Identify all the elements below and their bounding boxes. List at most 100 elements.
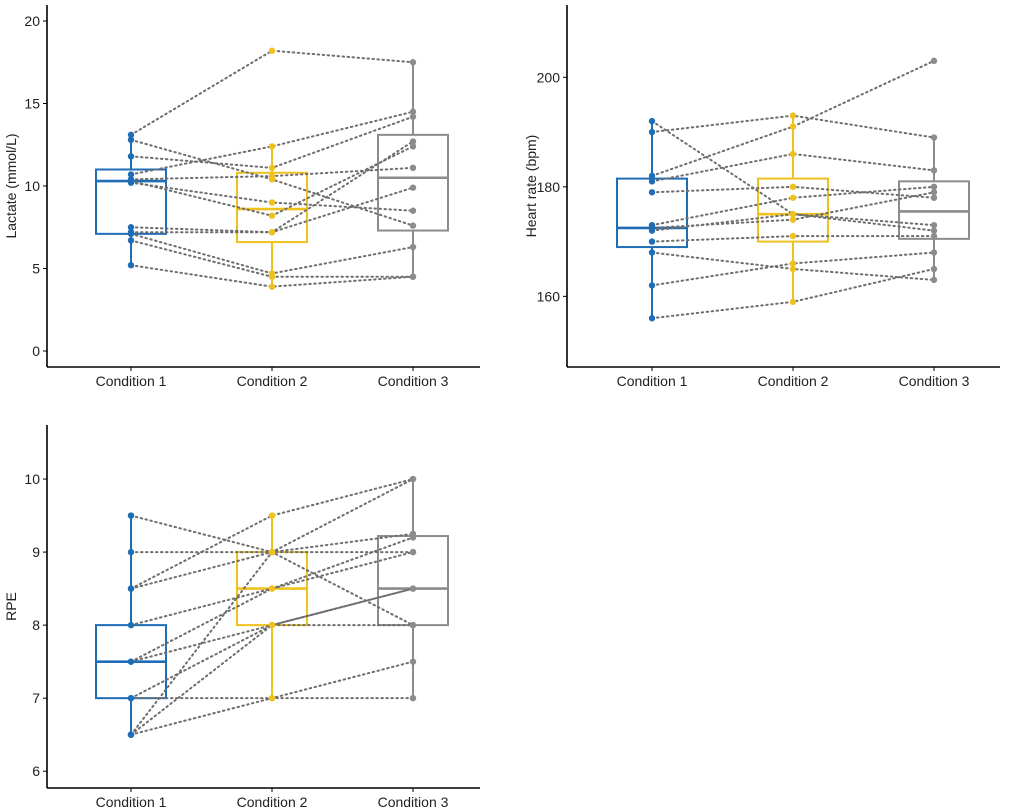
data-point bbox=[648, 282, 656, 289]
data-point bbox=[127, 694, 135, 702]
y-tick-label: 9 bbox=[32, 544, 40, 560]
y-tick-label: 5 bbox=[32, 260, 40, 276]
box-3 bbox=[898, 137, 970, 280]
data-point bbox=[127, 136, 135, 144]
data-point bbox=[409, 534, 417, 541]
x-tick-label: Condition 3 bbox=[899, 373, 970, 389]
data-point bbox=[789, 112, 797, 119]
y-tick-label: 7 bbox=[32, 690, 40, 706]
data-point bbox=[409, 475, 417, 483]
x-tick-label: Condition 1 bbox=[96, 373, 167, 389]
data-point bbox=[127, 512, 135, 519]
box-iqr bbox=[616, 177, 688, 249]
data-point bbox=[930, 167, 938, 174]
data-point bbox=[409, 222, 417, 229]
data-point bbox=[409, 273, 417, 280]
panel-2: 160 180 200 Condition 1 Condition 2 Condition… bbox=[523, 5, 1000, 389]
data-point bbox=[789, 298, 797, 306]
y-axis-title: Lactate (mmol/L) bbox=[3, 133, 19, 238]
data-point bbox=[268, 228, 276, 236]
data-point bbox=[648, 172, 656, 180]
y-tick-label: 160 bbox=[537, 288, 561, 304]
data-point bbox=[648, 178, 656, 185]
data-point bbox=[930, 227, 938, 234]
y-tick-label: 0 bbox=[32, 343, 40, 359]
y-axis-title: RPE bbox=[3, 592, 19, 621]
data-point bbox=[648, 189, 656, 196]
data-point bbox=[127, 621, 135, 629]
data-point bbox=[409, 548, 417, 556]
y-tick-label: 10 bbox=[24, 471, 40, 487]
data-point bbox=[930, 249, 938, 256]
data-point bbox=[930, 183, 938, 191]
x-tick-label: Condition 2 bbox=[237, 373, 308, 389]
box-2 bbox=[236, 515, 308, 699]
data-point bbox=[268, 164, 276, 172]
y-tick-label: 20 bbox=[24, 13, 40, 29]
data-point bbox=[268, 212, 276, 219]
data-point bbox=[409, 164, 417, 172]
data-point bbox=[409, 143, 417, 150]
x-tick-label: Condition 2 bbox=[237, 794, 308, 810]
data-point bbox=[409, 658, 417, 665]
data-point bbox=[409, 138, 417, 145]
box-3 bbox=[377, 62, 449, 277]
x-tick-label: Condition 3 bbox=[378, 373, 449, 389]
y-tick-label: 6 bbox=[32, 763, 40, 779]
data-point bbox=[127, 171, 135, 178]
data-point bbox=[648, 117, 656, 125]
data-point bbox=[409, 585, 417, 592]
data-point bbox=[268, 172, 276, 180]
data-point bbox=[930, 221, 938, 229]
data-point bbox=[268, 621, 276, 629]
data-point bbox=[648, 315, 656, 322]
data-point bbox=[930, 265, 938, 273]
data-point bbox=[409, 59, 417, 66]
data-point bbox=[127, 261, 135, 269]
subject-line bbox=[130, 110, 414, 176]
panel-3: 6 7 8 9 10 Condition 1 Condition 2 Condition 3 R… bbox=[3, 425, 480, 810]
data-point bbox=[409, 694, 417, 702]
data-point bbox=[268, 143, 276, 150]
data-point bbox=[930, 134, 938, 141]
data-point bbox=[268, 283, 276, 290]
data-point bbox=[268, 694, 276, 702]
data-point bbox=[127, 153, 135, 160]
data-point bbox=[789, 260, 797, 267]
x-tick-label: Condition 1 bbox=[96, 794, 167, 810]
subject-line bbox=[651, 120, 935, 232]
box-2 bbox=[757, 115, 829, 302]
data-point bbox=[268, 585, 276, 592]
data-point bbox=[648, 227, 656, 234]
data-point bbox=[127, 230, 135, 238]
subject-line bbox=[130, 587, 414, 736]
data-point bbox=[930, 57, 938, 65]
data-point bbox=[789, 265, 797, 273]
data-point bbox=[930, 232, 938, 240]
data-point bbox=[789, 216, 797, 223]
data-point bbox=[268, 199, 276, 206]
data-point bbox=[127, 731, 135, 738]
x-tick-label: Condition 3 bbox=[378, 794, 449, 810]
data-point bbox=[127, 177, 135, 185]
data-point bbox=[268, 512, 276, 519]
data-point bbox=[268, 47, 276, 54]
subject-line bbox=[130, 478, 414, 590]
data-point bbox=[930, 276, 938, 284]
data-point bbox=[127, 224, 135, 231]
x-tick-label: Condition 2 bbox=[758, 373, 829, 389]
y-tick-label: 10 bbox=[24, 178, 40, 194]
y-tick-label: 200 bbox=[537, 69, 561, 85]
data-point bbox=[930, 194, 938, 201]
box-iqr bbox=[377, 133, 449, 232]
y-tick-label: 8 bbox=[32, 617, 40, 633]
data-point bbox=[648, 128, 656, 136]
data-point bbox=[789, 123, 797, 130]
data-point bbox=[268, 273, 276, 280]
data-point bbox=[648, 249, 656, 256]
y-tick-label: 15 bbox=[24, 96, 40, 112]
data-point bbox=[789, 211, 797, 218]
data-point bbox=[127, 658, 135, 665]
data-point bbox=[127, 585, 135, 592]
